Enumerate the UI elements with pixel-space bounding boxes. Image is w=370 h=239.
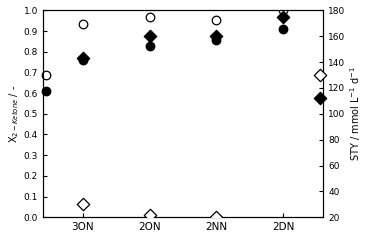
Point <box>80 202 86 206</box>
Point <box>280 231 286 235</box>
Point <box>147 44 152 48</box>
Point <box>280 8 286 12</box>
Point <box>147 213 152 217</box>
Point <box>317 96 323 100</box>
Y-axis label: STY / mmol L$^{-1}$ d$^{-1}$: STY / mmol L$^{-1}$ d$^{-1}$ <box>348 66 363 161</box>
Point <box>280 15 286 19</box>
Point <box>213 18 219 22</box>
Point <box>213 38 219 42</box>
Point <box>147 15 152 19</box>
Point <box>280 27 286 31</box>
Point <box>80 58 86 62</box>
Point <box>80 56 86 60</box>
Point <box>213 34 219 38</box>
Point <box>43 73 49 76</box>
Point <box>80 22 86 26</box>
Point <box>213 215 219 219</box>
Point <box>147 34 152 38</box>
Y-axis label: X$_{2-Ketone}$ / -: X$_{2-Ketone}$ / - <box>7 85 21 143</box>
Point <box>43 89 49 93</box>
Point <box>317 73 323 77</box>
